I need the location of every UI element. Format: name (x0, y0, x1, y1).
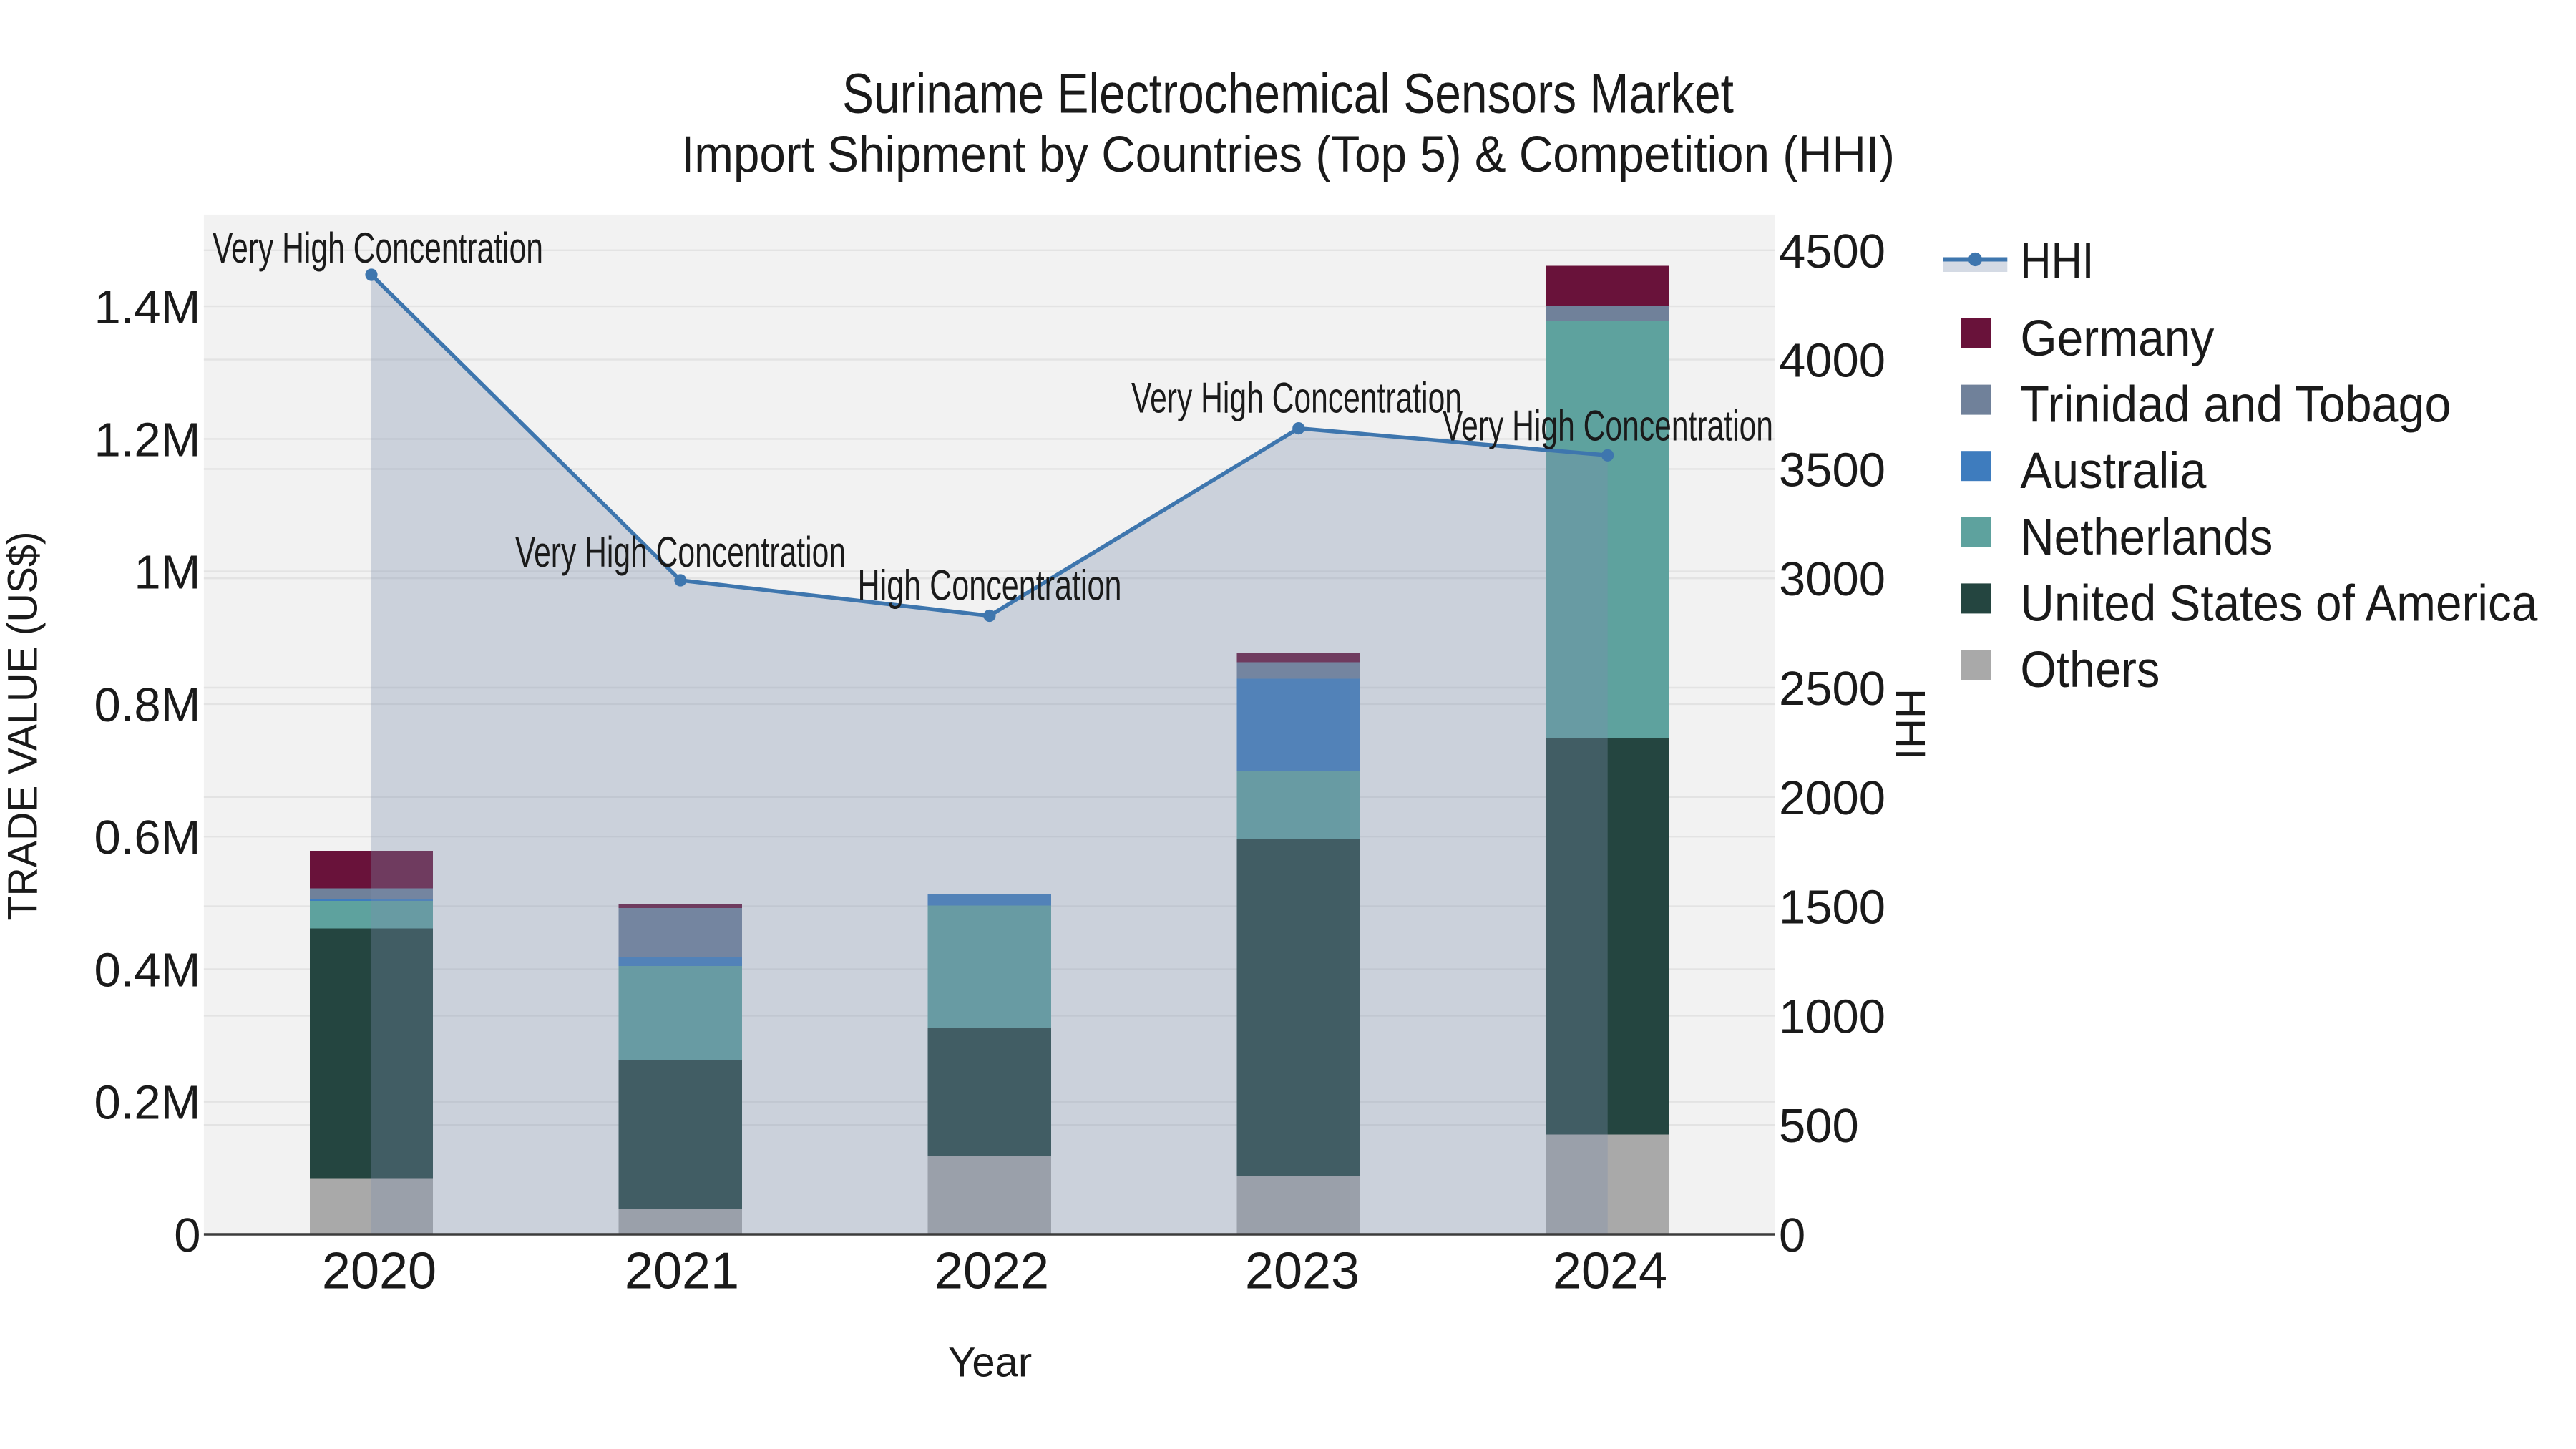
svg-text:0.2M: 0.2M (94, 1076, 201, 1130)
svg-text:2023: 2023 (1245, 1242, 1360, 1299)
svg-text:Very High Concentration: Very High Concentration (213, 224, 543, 272)
svg-text:Germany: Germany (2020, 311, 2214, 367)
svg-text:3000: 3000 (1779, 552, 1885, 606)
svg-text:0: 0 (174, 1209, 200, 1262)
svg-text:Netherlands: Netherlands (2020, 509, 2273, 566)
svg-text:Suriname Electrochemical Senso: Suriname Electrochemical Sensors Market (842, 62, 1734, 125)
svg-text:2500: 2500 (1779, 662, 1885, 716)
svg-text:TRADE VALUE (US$): TRADE VALUE (US$) (0, 532, 47, 921)
svg-text:Trinidad and Tobago: Trinidad and Tobago (2020, 377, 2451, 434)
svg-text:0.8M: 0.8M (94, 678, 201, 732)
svg-text:Australia: Australia (2020, 443, 2206, 499)
svg-text:Import Shipment by Countries (: Import Shipment by Countries (Top 5) & C… (681, 127, 1895, 183)
svg-text:2021: 2021 (625, 1242, 739, 1299)
svg-text:3500: 3500 (1779, 443, 1885, 497)
svg-text:1500: 1500 (1779, 881, 1885, 935)
svg-text:2022: 2022 (935, 1242, 1049, 1299)
svg-text:Very High Concentration: Very High Concentration (1443, 402, 1773, 450)
svg-text:0: 0 (1779, 1209, 1805, 1262)
svg-text:4500: 4500 (1779, 225, 1885, 278)
svg-text:Very High Concentration: Very High Concentration (1131, 374, 1462, 422)
svg-text:High Concentration: High Concentration (858, 562, 1122, 610)
svg-text:1M: 1M (134, 546, 200, 600)
svg-text:0.6M: 0.6M (94, 811, 201, 864)
svg-text:HHI: HHI (2020, 233, 2094, 290)
svg-text:1000: 1000 (1779, 990, 1885, 1043)
svg-text:1.2M: 1.2M (94, 413, 201, 467)
svg-text:4000: 4000 (1779, 334, 1885, 388)
svg-text:2000: 2000 (1779, 771, 1885, 825)
svg-text:1.4M: 1.4M (94, 280, 201, 334)
svg-text:United States of America: United States of America (2020, 575, 2537, 632)
svg-text:0.4M: 0.4M (94, 944, 201, 997)
svg-text:HHI: HHI (1887, 688, 1933, 760)
svg-text:Very High Concentration: Very High Concentration (515, 528, 846, 576)
svg-text:2020: 2020 (322, 1242, 436, 1299)
svg-text:2024: 2024 (1553, 1242, 1667, 1299)
svg-text:500: 500 (1779, 1099, 1859, 1153)
svg-text:Others: Others (2020, 642, 2160, 698)
svg-text:Year: Year (948, 1339, 1032, 1385)
